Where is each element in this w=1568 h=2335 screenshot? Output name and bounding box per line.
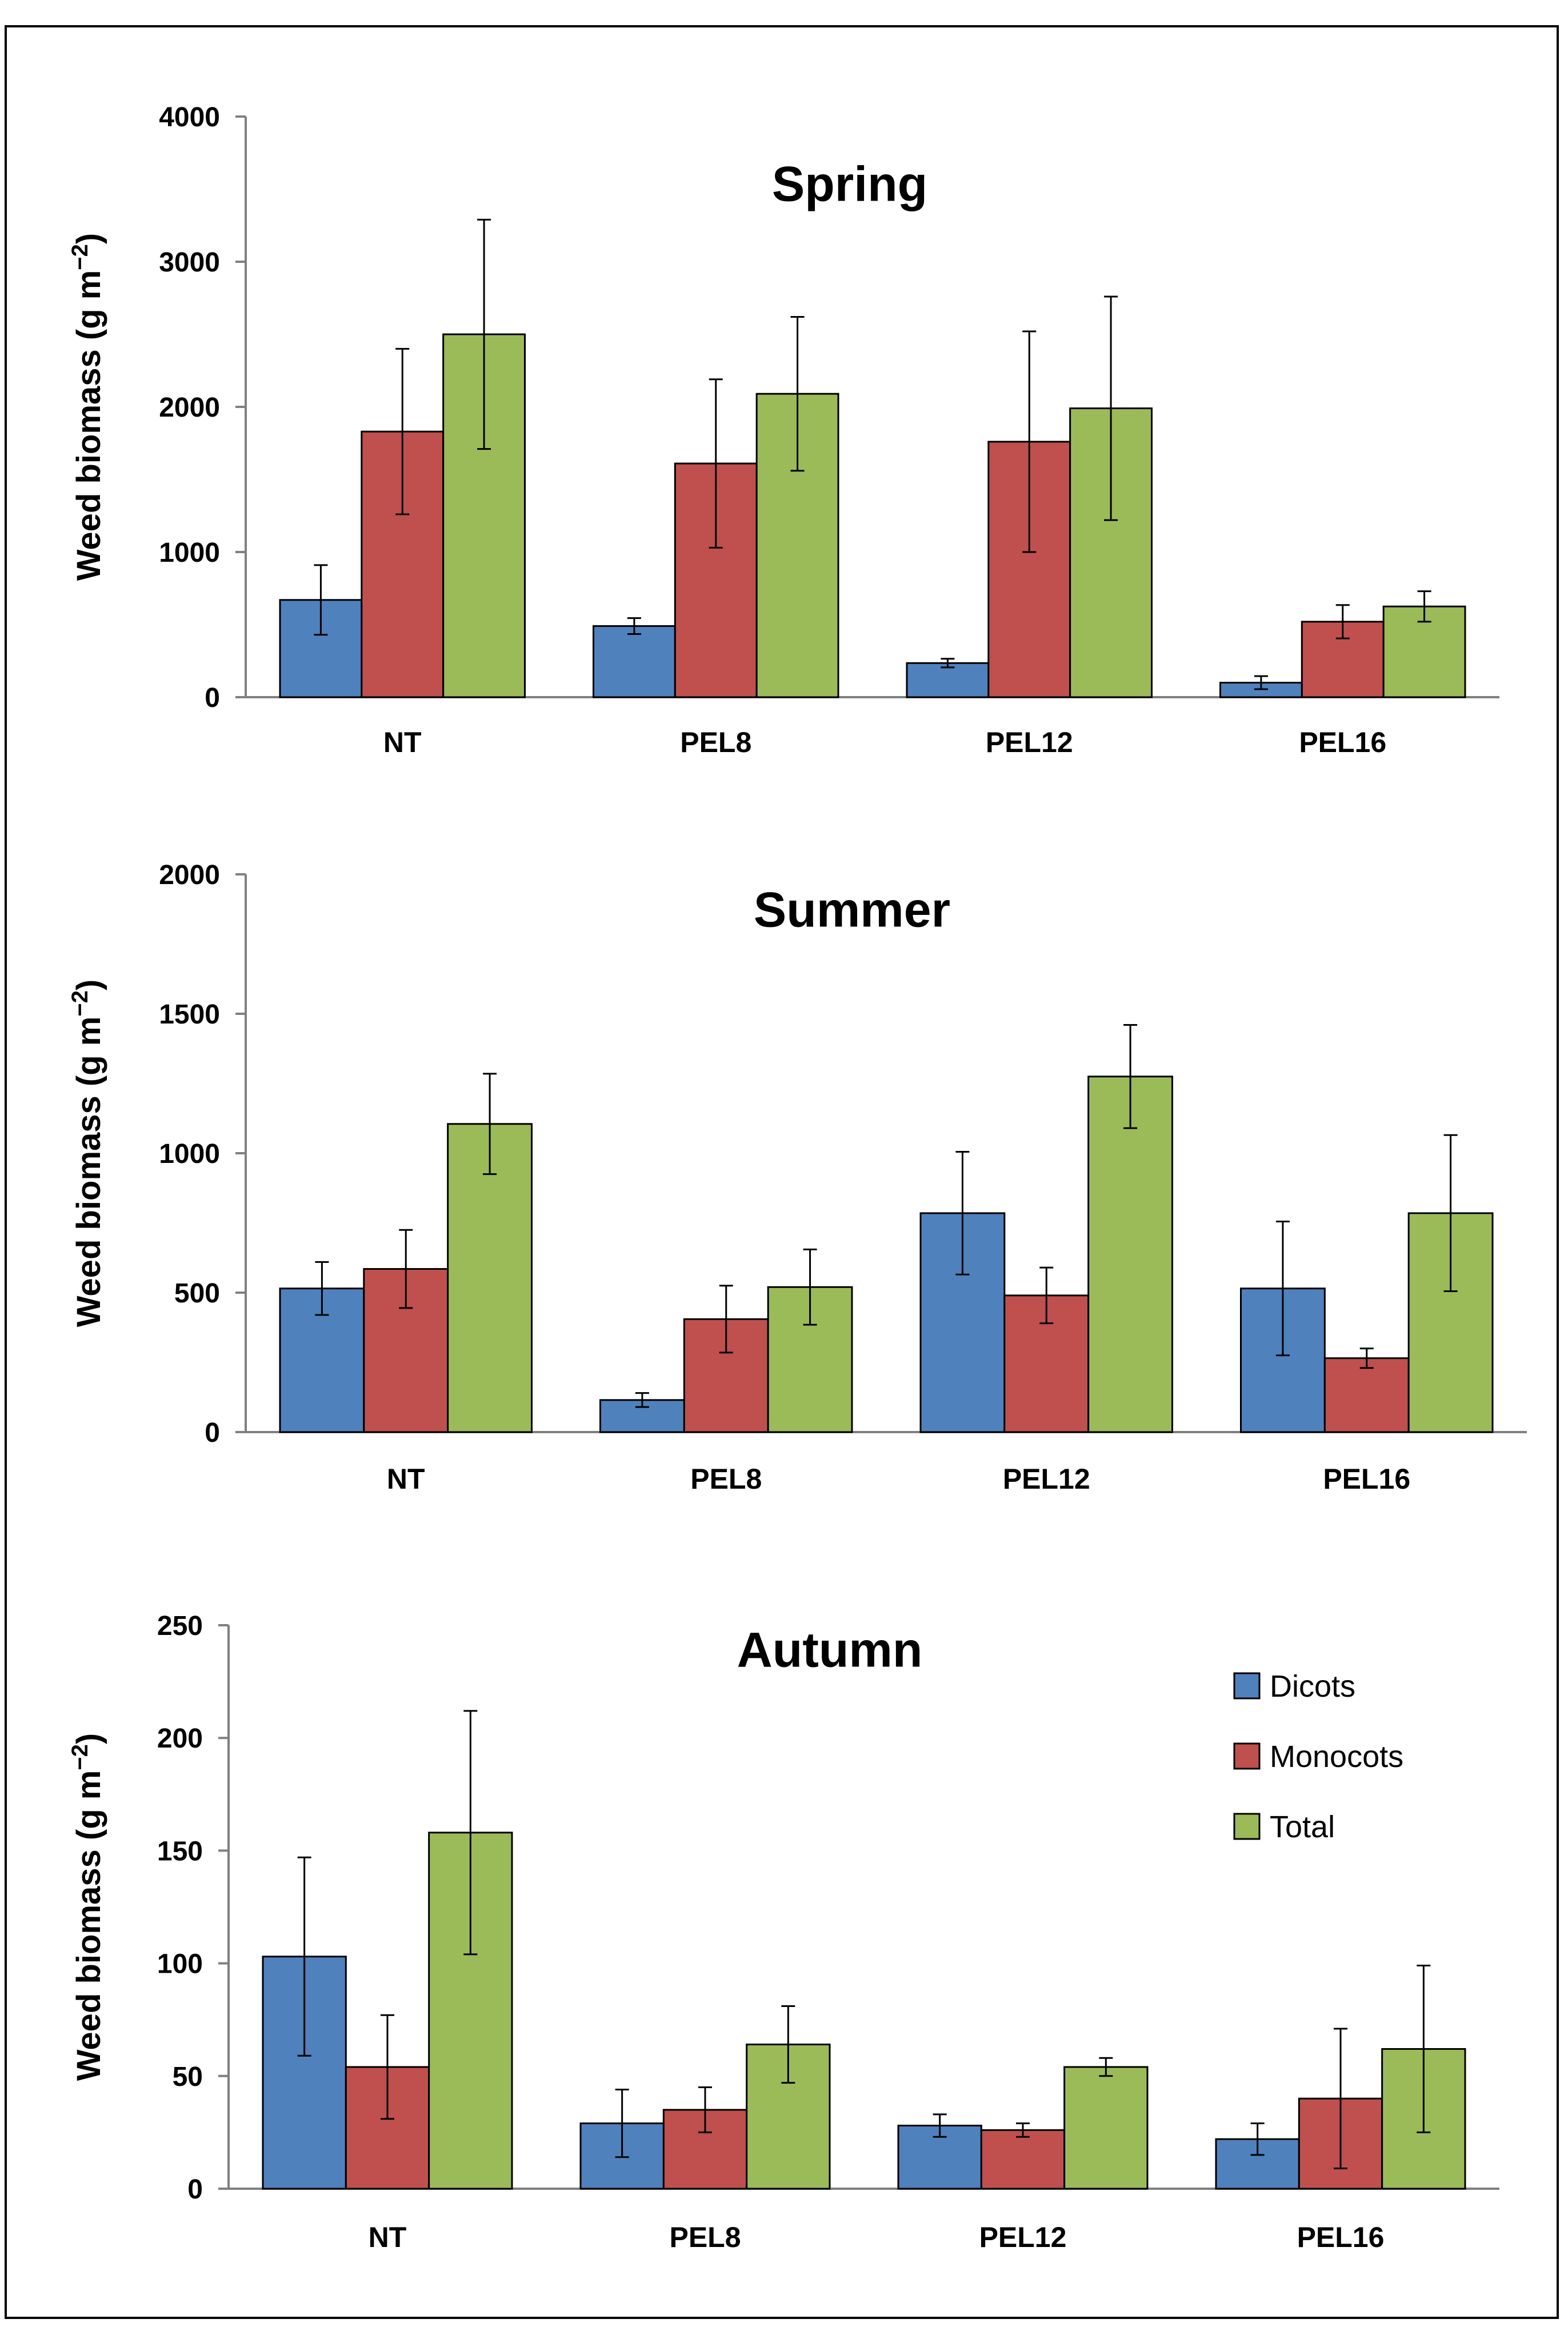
chart-autumn: Autumn Weed biomass (g m−2) 0 50 100 150 200 25… (67, 1611, 1499, 2253)
error-bar (1359, 1348, 1374, 1369)
y-axis-label-close: ) (70, 1733, 107, 1744)
legend-swatch-dicots (1233, 1672, 1261, 1700)
bar-total (1087, 1075, 1173, 1433)
error-bar (314, 564, 328, 636)
y-axis-label: Weed biomass (g m−2) (67, 979, 107, 1328)
error-bar (955, 1151, 970, 1276)
error-bar (719, 1285, 733, 1354)
error-bar (1123, 1024, 1138, 1129)
chart-summer: Summer Weed biomass (g m−2) 0 500 1000 1500 20… (67, 860, 1527, 1495)
error-bar (463, 1710, 478, 1956)
error-bar (1254, 675, 1268, 690)
error-bar (635, 1392, 649, 1408)
y-axis-label-text: Weed biomass (g m (70, 1770, 107, 2081)
error-bar (627, 617, 641, 635)
y-axis-label: Weed biomass (g m−2) (67, 1733, 107, 2081)
y-tick-label: 2000 (159, 860, 220, 890)
y-axis-label-close: ) (70, 979, 107, 990)
y-tick-label: 50 (173, 2062, 203, 2092)
error-bar (1016, 2122, 1030, 2138)
chart-spring: Spring Weed biomass (g m−2) 0 1000 2000 3000 4… (67, 102, 1499, 758)
error-bar (399, 1229, 413, 1309)
error-bar (615, 2088, 629, 2158)
x-tick-label: PEL12 (986, 726, 1073, 758)
error-bar (1443, 1134, 1458, 1293)
error-bar (483, 1073, 497, 1176)
legend-label-monocots: Monocots (1270, 1740, 1403, 1774)
y-axis-label-text: Weed biomass (g m (70, 1017, 107, 1328)
x-tick-label: NT (369, 2221, 407, 2253)
error-bar (1275, 1221, 1290, 1357)
error-bar (1334, 2028, 1347, 2170)
y-axis-label-exponent: −2 (67, 244, 93, 270)
y-tick-label: 200 (157, 1724, 203, 1754)
error-bar (1104, 295, 1118, 521)
y-tick-label: 2000 (159, 393, 220, 423)
bar-dicots (906, 662, 990, 698)
error-bar (803, 1248, 817, 1326)
chart-title: Summer (754, 883, 950, 938)
y-axis-label-text: Weed biomass (g m (70, 270, 107, 581)
chart-title: Autumn (737, 1623, 923, 1678)
y-axis-label-close: ) (70, 233, 107, 244)
bar-total (1063, 2066, 1149, 2190)
y-tick-label: 150 (157, 1836, 203, 1866)
error-bar (1039, 1266, 1054, 1325)
y-tick-label: 0 (187, 2174, 203, 2205)
x-tick-label: PEL12 (979, 2221, 1067, 2253)
x-tick-label: PEL8 (669, 2221, 741, 2253)
x-tick-label: NT (387, 1463, 425, 1495)
error-bar (315, 1261, 329, 1316)
error-bar (1022, 330, 1037, 553)
y-axis-label-exponent: −2 (67, 1744, 93, 1770)
y-tick-label: 1000 (159, 1139, 220, 1169)
legend-swatch-monocots (1233, 1742, 1261, 1770)
x-tick-label: NT (383, 726, 422, 758)
x-tick-label: PEL16 (1297, 2221, 1385, 2253)
error-bar (933, 2113, 947, 2138)
bar-total (447, 1123, 533, 1433)
x-tick-label: PEL12 (1003, 1463, 1090, 1495)
x-tick-label: PEL16 (1299, 726, 1386, 758)
error-bar (941, 658, 955, 669)
error-bar (1335, 604, 1350, 639)
bar-monocots (1323, 1357, 1410, 1433)
error-bar (381, 2014, 394, 2120)
y-tick-label: 1500 (159, 999, 220, 1030)
y-tick-label: 250 (157, 1611, 203, 1641)
y-axis-label-exponent: −2 (67, 990, 93, 1017)
error-bar (781, 2005, 795, 2084)
error-bar (1417, 1965, 1431, 2133)
error-bar (709, 378, 723, 549)
error-bar (297, 1856, 311, 2057)
bar-dicots (593, 625, 676, 698)
x-tick-label: PEL8 (680, 726, 751, 758)
error-bar (395, 347, 410, 515)
y-tick-label: 3000 (159, 247, 220, 278)
error-bar (1250, 2122, 1265, 2156)
y-tick-label: 100 (157, 1949, 203, 1980)
legend: Dicots Monocots Total (1233, 1669, 1403, 1844)
x-tick-label: PEL8 (690, 1463, 762, 1495)
y-tick-label: 4000 (159, 102, 220, 133)
legend-label-dicots: Dicots (1270, 1669, 1355, 1704)
error-bar (477, 218, 491, 450)
y-tick-label: 0 (205, 683, 220, 713)
x-tick-label: PEL16 (1323, 1463, 1410, 1495)
chart-title: Spring (772, 157, 927, 212)
y-tick-label: 500 (174, 1278, 220, 1309)
legend-swatch-total (1233, 1813, 1261, 1840)
error-bar (1417, 590, 1431, 623)
error-bar (698, 2086, 712, 2133)
error-bar (1099, 2057, 1113, 2077)
y-tick-label: 1000 (159, 538, 220, 568)
y-tick-label: 0 (205, 1418, 220, 1448)
legend-label-total: Total (1270, 1810, 1335, 1844)
bar-monocots (980, 2129, 1066, 2190)
error-bar (790, 316, 805, 472)
figure-frame (5, 25, 1559, 2319)
y-axis-label: Weed biomass (g m−2) (67, 233, 107, 581)
